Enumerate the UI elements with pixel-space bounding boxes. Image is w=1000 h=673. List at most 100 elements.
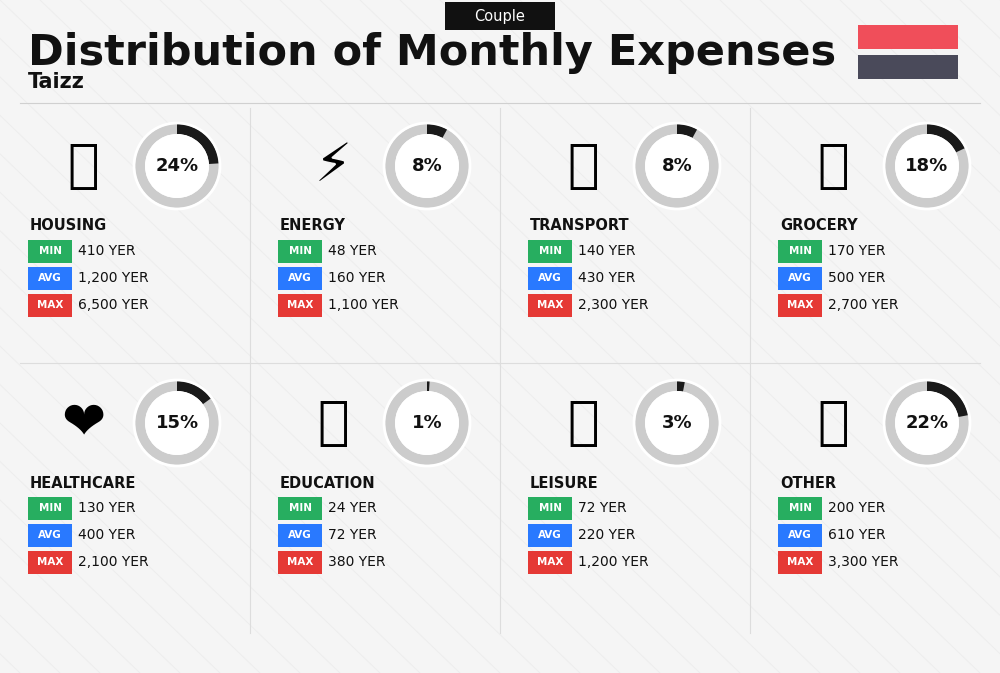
FancyBboxPatch shape [28,551,72,573]
FancyBboxPatch shape [778,293,822,316]
Text: EDUCATION: EDUCATION [280,476,376,491]
FancyBboxPatch shape [528,267,572,289]
Text: HEALTHCARE: HEALTHCARE [30,476,136,491]
Text: 2,300 YER: 2,300 YER [578,298,648,312]
Text: AVG: AVG [38,273,62,283]
FancyBboxPatch shape [28,293,72,316]
FancyBboxPatch shape [528,524,572,546]
Circle shape [145,134,209,198]
Circle shape [395,134,459,198]
Text: 8%: 8% [412,157,442,175]
Text: MIN: MIN [38,246,62,256]
FancyBboxPatch shape [28,240,72,262]
Text: MIN: MIN [288,503,312,513]
Text: 22%: 22% [905,414,949,432]
FancyBboxPatch shape [278,240,322,262]
Text: 220 YER: 220 YER [578,528,635,542]
Text: Taizz: Taizz [28,72,85,92]
Wedge shape [677,124,697,138]
Text: 🎓: 🎓 [317,397,349,449]
FancyBboxPatch shape [858,55,958,79]
Text: 18%: 18% [905,157,949,175]
Text: 3,300 YER: 3,300 YER [828,555,898,569]
Text: TRANSPORT: TRANSPORT [530,219,630,234]
FancyBboxPatch shape [528,240,572,262]
Text: 160 YER: 160 YER [328,271,386,285]
FancyBboxPatch shape [778,240,822,262]
Wedge shape [427,381,430,391]
Wedge shape [885,124,969,208]
Text: AVG: AVG [788,273,812,283]
Text: 48 YER: 48 YER [328,244,377,258]
Text: 🛒: 🛒 [817,140,849,192]
Text: LEISURE: LEISURE [530,476,599,491]
FancyBboxPatch shape [278,293,322,316]
Text: 1%: 1% [412,414,442,432]
Text: MIN: MIN [288,246,312,256]
Circle shape [645,391,709,455]
FancyBboxPatch shape [278,267,322,289]
Text: 2,700 YER: 2,700 YER [828,298,898,312]
FancyBboxPatch shape [28,524,72,546]
Text: 6,500 YER: 6,500 YER [78,298,149,312]
Text: 430 YER: 430 YER [578,271,635,285]
Text: 72 YER: 72 YER [578,501,627,515]
Text: 140 YER: 140 YER [578,244,636,258]
Text: MAX: MAX [787,300,813,310]
Text: 15%: 15% [155,414,199,432]
Text: MAX: MAX [37,300,63,310]
Text: AVG: AVG [788,530,812,540]
Circle shape [895,391,959,455]
Text: 72 YER: 72 YER [328,528,377,542]
Circle shape [145,391,209,455]
FancyBboxPatch shape [528,293,572,316]
Text: AVG: AVG [538,530,562,540]
Text: 200 YER: 200 YER [828,501,885,515]
Wedge shape [927,124,965,152]
Wedge shape [885,381,969,465]
Text: 8%: 8% [662,157,692,175]
Text: ENERGY: ENERGY [280,219,346,234]
Text: 170 YER: 170 YER [828,244,886,258]
Text: MAX: MAX [37,557,63,567]
Text: HOUSING: HOUSING [30,219,107,234]
Text: Couple: Couple [475,9,525,24]
FancyBboxPatch shape [778,524,822,546]
FancyBboxPatch shape [858,25,958,49]
Text: ❤: ❤ [61,397,105,449]
FancyBboxPatch shape [278,497,322,520]
Text: 1,100 YER: 1,100 YER [328,298,399,312]
Text: ⚡: ⚡ [314,140,352,192]
Text: 🏢: 🏢 [67,140,99,192]
Wedge shape [635,124,719,208]
Circle shape [895,134,959,198]
Wedge shape [427,124,447,138]
Text: MAX: MAX [787,557,813,567]
Text: AVG: AVG [288,273,312,283]
Text: 1,200 YER: 1,200 YER [578,555,649,569]
Text: MIN: MIN [38,503,62,513]
Text: AVG: AVG [538,273,562,283]
Text: 24%: 24% [155,157,199,175]
Wedge shape [677,381,685,392]
Text: MAX: MAX [537,557,563,567]
FancyBboxPatch shape [445,2,555,30]
Text: 500 YER: 500 YER [828,271,885,285]
Text: MIN: MIN [788,246,812,256]
Circle shape [395,391,459,455]
Text: MIN: MIN [538,503,562,513]
Text: 1,200 YER: 1,200 YER [78,271,149,285]
FancyBboxPatch shape [28,267,72,289]
Text: 2,100 YER: 2,100 YER [78,555,149,569]
Text: 👜: 👜 [817,397,849,449]
Wedge shape [635,381,719,465]
Text: 🚌: 🚌 [567,140,599,192]
Text: MAX: MAX [287,557,313,567]
Text: 610 YER: 610 YER [828,528,886,542]
Text: MAX: MAX [537,300,563,310]
FancyBboxPatch shape [278,551,322,573]
Text: MIN: MIN [538,246,562,256]
Text: 🛍: 🛍 [567,397,599,449]
Text: AVG: AVG [288,530,312,540]
Wedge shape [177,124,219,164]
